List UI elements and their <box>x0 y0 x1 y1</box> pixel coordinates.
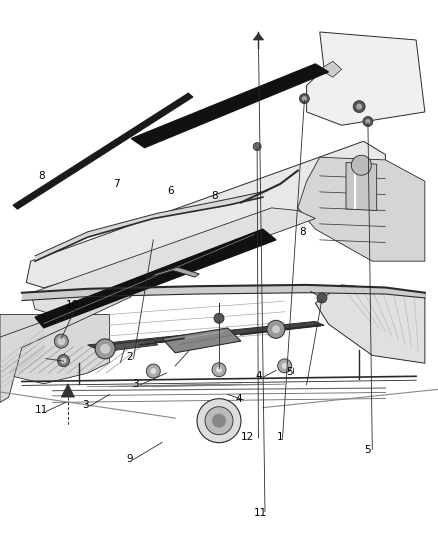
Circle shape <box>212 363 226 377</box>
Circle shape <box>278 359 292 373</box>
Polygon shape <box>253 33 264 40</box>
Circle shape <box>214 313 224 324</box>
Circle shape <box>356 103 362 110</box>
Polygon shape <box>0 293 131 402</box>
Circle shape <box>150 368 156 374</box>
Polygon shape <box>162 328 241 353</box>
Circle shape <box>267 320 285 338</box>
Circle shape <box>197 399 241 443</box>
Circle shape <box>317 293 327 303</box>
Polygon shape <box>26 141 385 288</box>
Text: 9: 9 <box>126 455 133 464</box>
Circle shape <box>300 94 309 103</box>
Circle shape <box>212 414 226 427</box>
Polygon shape <box>35 191 267 261</box>
Polygon shape <box>315 285 425 364</box>
Circle shape <box>146 364 160 378</box>
Circle shape <box>205 407 233 435</box>
Text: 8: 8 <box>38 171 45 181</box>
Circle shape <box>302 96 307 101</box>
Polygon shape <box>346 163 377 211</box>
Circle shape <box>54 334 68 348</box>
Polygon shape <box>61 384 74 397</box>
Polygon shape <box>22 285 425 301</box>
Text: 4: 4 <box>255 372 262 381</box>
Polygon shape <box>320 61 342 77</box>
Polygon shape <box>88 321 324 349</box>
Text: 1: 1 <box>277 432 284 442</box>
Text: 12: 12 <box>241 432 254 442</box>
Circle shape <box>57 354 70 367</box>
Polygon shape <box>151 267 199 277</box>
Circle shape <box>363 117 373 126</box>
Circle shape <box>95 339 115 359</box>
Polygon shape <box>35 229 276 328</box>
Circle shape <box>100 344 110 354</box>
Circle shape <box>365 119 371 124</box>
Text: 7: 7 <box>113 179 120 189</box>
Text: 11: 11 <box>254 508 267 518</box>
Text: 8: 8 <box>299 227 306 237</box>
Polygon shape <box>13 93 193 209</box>
Text: 3: 3 <box>82 400 89 410</box>
Circle shape <box>282 363 288 369</box>
Circle shape <box>272 325 280 333</box>
Text: 10: 10 <box>66 300 79 310</box>
Polygon shape <box>0 314 110 384</box>
Text: 8: 8 <box>211 191 218 200</box>
Text: 5: 5 <box>286 367 293 377</box>
Text: 2: 2 <box>126 352 133 362</box>
Polygon shape <box>96 340 158 351</box>
Bar <box>0 272 438 533</box>
Circle shape <box>353 101 365 112</box>
Polygon shape <box>131 64 328 148</box>
Polygon shape <box>307 32 425 125</box>
Circle shape <box>253 142 261 151</box>
Circle shape <box>60 358 67 364</box>
Circle shape <box>351 155 371 175</box>
Polygon shape <box>298 157 425 261</box>
Text: 4: 4 <box>235 394 242 403</box>
Text: 6: 6 <box>167 186 174 196</box>
Text: 11: 11 <box>35 406 48 415</box>
Circle shape <box>216 367 222 373</box>
Text: 3: 3 <box>132 379 139 389</box>
Polygon shape <box>31 208 315 314</box>
Text: 5: 5 <box>364 446 371 455</box>
Circle shape <box>57 337 65 345</box>
